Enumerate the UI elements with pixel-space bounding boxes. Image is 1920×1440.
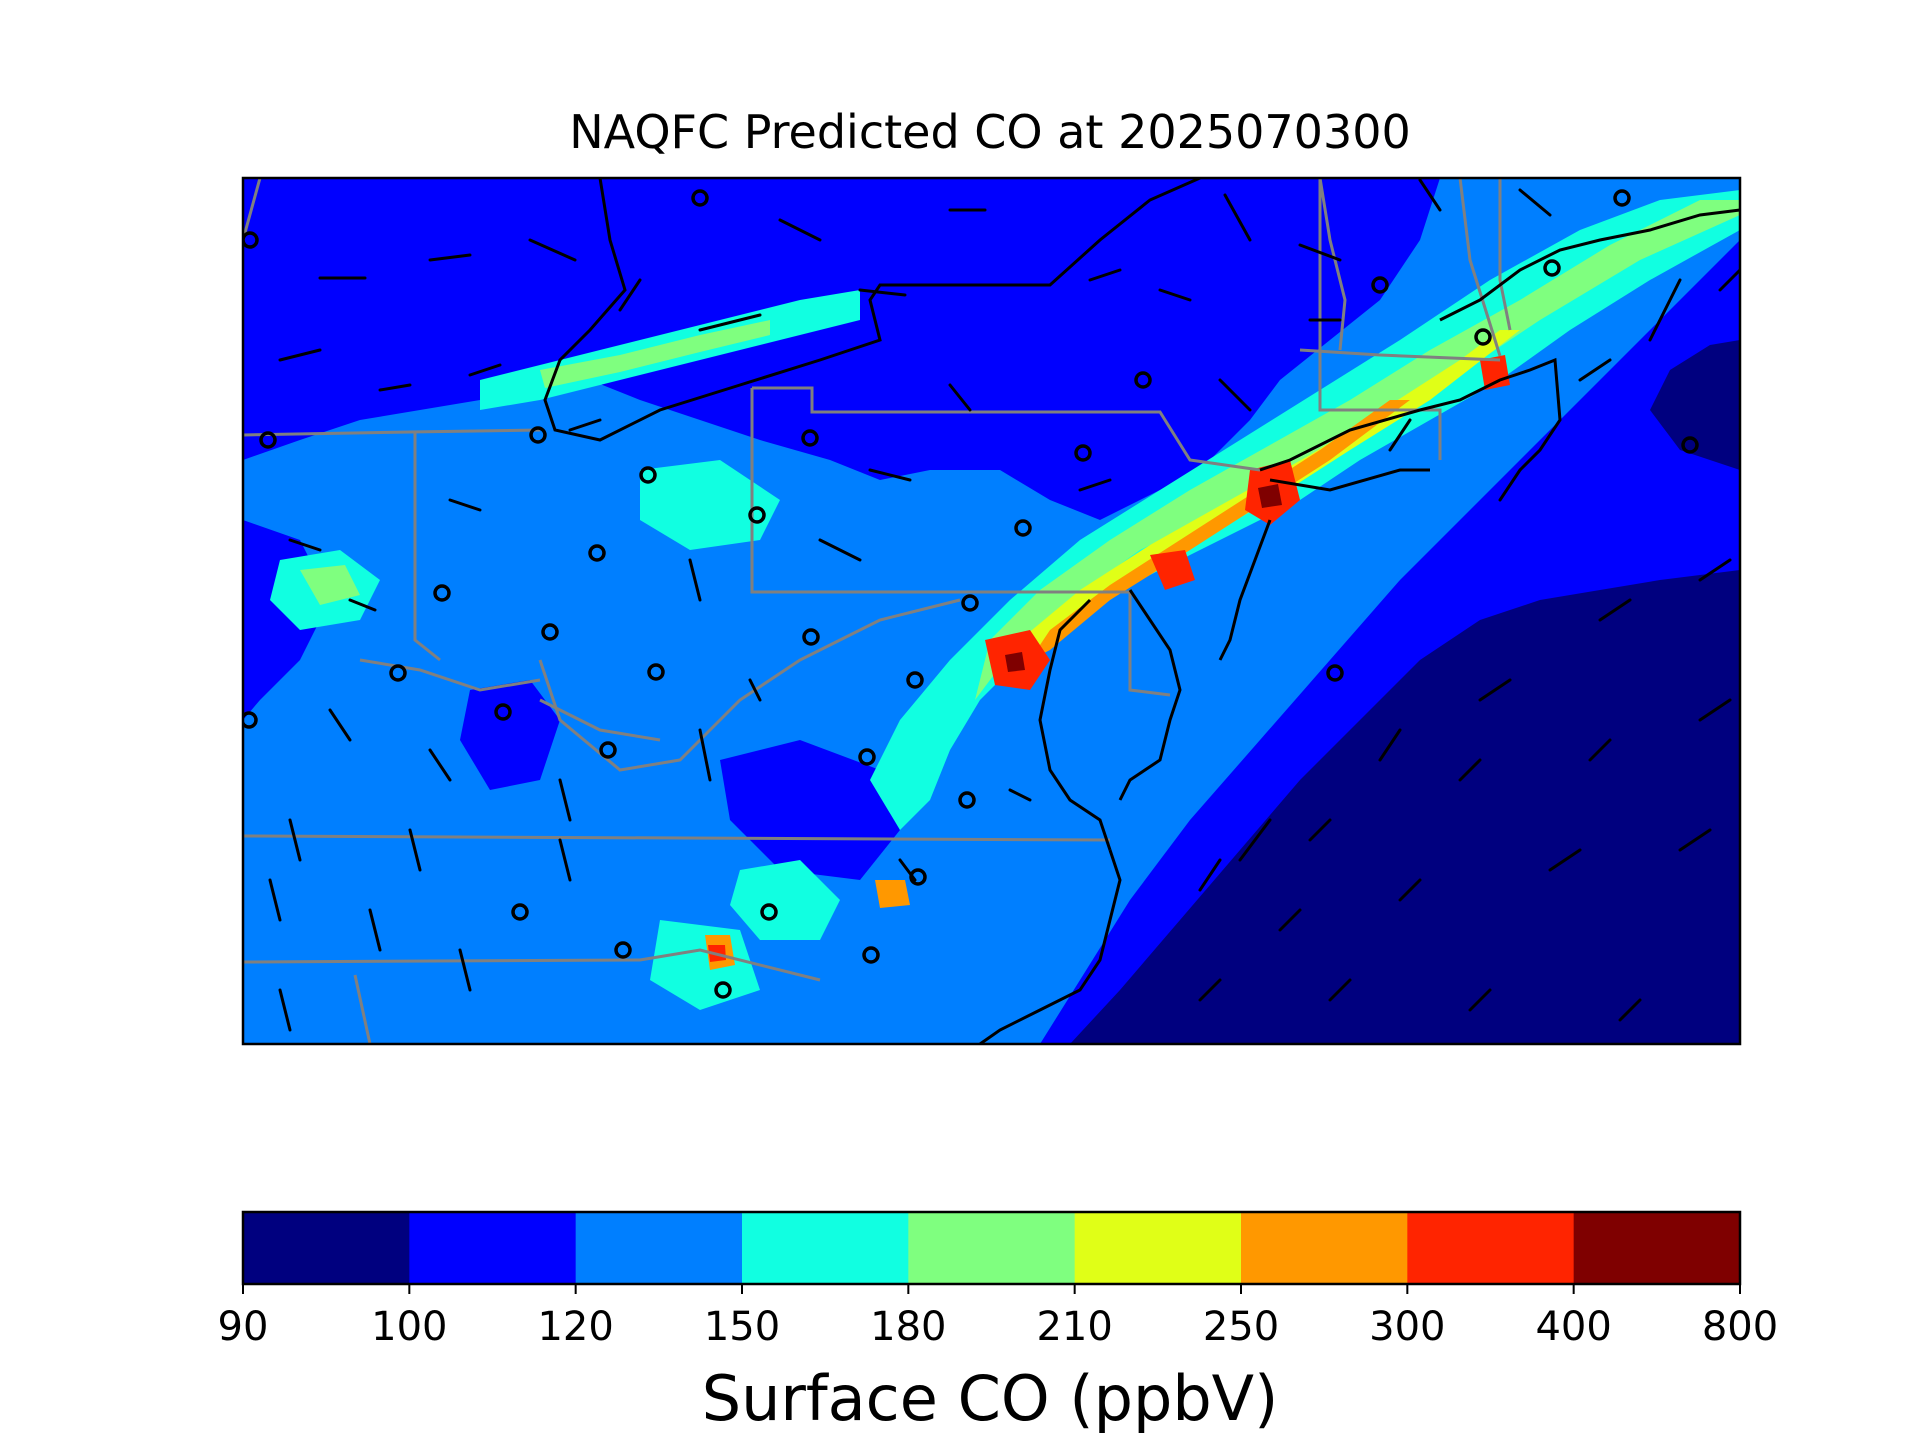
co-field bbox=[243, 178, 1740, 1044]
colorbar-tick-label: 180 bbox=[870, 1304, 946, 1350]
colorbar-label: Surface CO (ppbV) bbox=[702, 1362, 1279, 1435]
co-region-100-120-south bbox=[720, 740, 900, 880]
colorbar bbox=[241, 1210, 1742, 1286]
co-hotspot-boston bbox=[1480, 355, 1510, 390]
state-borders bbox=[243, 178, 1512, 1044]
colorbar-tick-label: 210 bbox=[1036, 1304, 1112, 1350]
wind-barbs bbox=[268, 178, 1740, 1032]
colorbar-segment bbox=[908, 1212, 1076, 1284]
colorbar-segment bbox=[409, 1212, 577, 1284]
colorbar-frame bbox=[241, 1210, 1742, 1286]
colorbar-tick-label: 400 bbox=[1535, 1304, 1611, 1350]
colorbar-tick-label: 800 bbox=[1702, 1304, 1778, 1350]
colorbar-segment bbox=[1407, 1212, 1575, 1284]
co-hotspot-philadelphia bbox=[1150, 550, 1195, 590]
co-region-180-210-ohio bbox=[300, 565, 360, 605]
colorbar-segment bbox=[575, 1212, 743, 1284]
co-region-180-210-lakeshore bbox=[540, 320, 770, 388]
co-region-150-180-corridor bbox=[870, 190, 1740, 830]
colorbar-tick-label: 120 bbox=[537, 1304, 613, 1350]
co-region-150-180-va bbox=[730, 860, 840, 940]
chart-title: NAQFC Predicted CO at 2025070300 bbox=[569, 105, 1411, 159]
colorbar-segment bbox=[243, 1212, 410, 1284]
colorbar-segment bbox=[1241, 1212, 1408, 1284]
colorbar-tick-label: 150 bbox=[704, 1304, 780, 1350]
co-region-250-300-corridor bbox=[1030, 400, 1410, 660]
coastlines bbox=[543, 178, 1740, 1044]
colorbar-tick-label: 300 bbox=[1369, 1304, 1445, 1350]
co-map bbox=[241, 176, 1742, 1046]
co-region-150-180-pa bbox=[640, 460, 780, 550]
co-peak-dc bbox=[1005, 652, 1025, 672]
station-markers bbox=[243, 189, 1699, 999]
co-region-90-100-ocean bbox=[1070, 570, 1740, 1044]
co-region-250-300-va bbox=[875, 880, 910, 908]
co-region-100-120-central bbox=[460, 680, 560, 790]
colorbar-segment bbox=[742, 1212, 909, 1284]
colorbar-tick-label: 90 bbox=[218, 1304, 269, 1350]
co-region-150-180-nc bbox=[650, 920, 760, 1010]
colorbar-tick-label: 250 bbox=[1203, 1304, 1279, 1350]
co-region-100-120-north bbox=[243, 178, 1440, 520]
colorbar-segment bbox=[1074, 1212, 1242, 1284]
map-frame bbox=[241, 176, 1742, 1046]
colorbar-ticks: 90 100 120 150 180 210 250 300 400 800 bbox=[218, 1284, 1778, 1350]
co-peak-nyc bbox=[1258, 484, 1282, 508]
colorbar-segment bbox=[1573, 1212, 1741, 1284]
colorbar-tick-label: 100 bbox=[371, 1304, 447, 1350]
co-region-90-100-ocean-north bbox=[1650, 340, 1740, 470]
